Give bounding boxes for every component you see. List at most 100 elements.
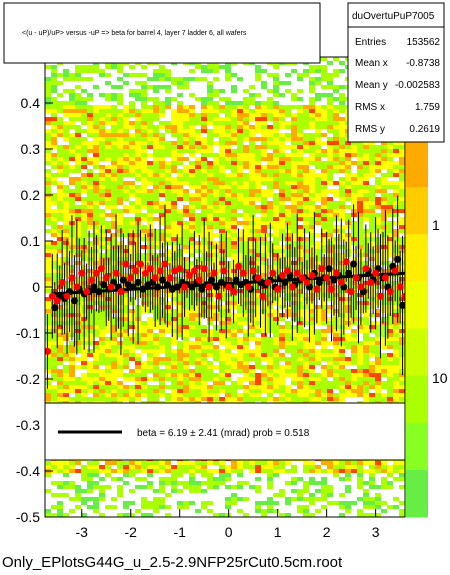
heatmap-cell <box>231 349 237 353</box>
heatmap-cell <box>75 73 81 77</box>
heatmap-cell <box>375 381 381 385</box>
heatmap-cell <box>285 229 291 233</box>
heatmap-cell <box>315 337 321 341</box>
heatmap-cell <box>159 173 165 177</box>
heatmap-cell <box>219 93 225 97</box>
heatmap-cell <box>63 121 69 125</box>
heatmap-cell <box>93 193 99 197</box>
heatmap-cell <box>195 113 201 117</box>
heatmap-cell <box>153 189 159 193</box>
heatmap-cell <box>75 213 81 217</box>
heatmap-cell <box>375 309 381 313</box>
heatmap-cell <box>105 257 111 261</box>
heatmap-cell <box>141 349 147 353</box>
heatmap-cell <box>213 157 219 161</box>
heatmap-cell <box>273 117 279 121</box>
heatmap-cell <box>123 357 129 361</box>
heatmap-cell <box>75 229 81 233</box>
heatmap-cell <box>273 309 279 313</box>
heatmap-cell <box>147 337 153 341</box>
heatmap-cell <box>267 357 273 361</box>
heatmap-cell <box>357 145 363 149</box>
heatmap-cell <box>393 373 399 377</box>
heatmap-cell <box>339 137 345 141</box>
heatmap-cell <box>213 169 219 173</box>
heatmap-cell <box>75 349 81 353</box>
heatmap-cell <box>321 349 327 353</box>
heatmap-cell <box>255 85 261 89</box>
heatmap-cell <box>153 217 159 221</box>
heatmap-cell <box>57 113 63 117</box>
heatmap-cell <box>219 253 225 257</box>
heatmap-cell <box>255 321 261 325</box>
heatmap-cell <box>87 65 93 69</box>
heatmap-cell <box>399 281 405 285</box>
heatmap-cell <box>285 301 291 305</box>
heatmap-cell <box>333 101 339 105</box>
heatmap-cell <box>315 81 321 85</box>
heatmap-cell <box>249 313 255 317</box>
heatmap-cell <box>219 89 225 93</box>
heatmap-cell <box>381 333 387 337</box>
heatmap-cell <box>285 245 291 249</box>
heatmap-cell <box>219 329 225 333</box>
heatmap-cell <box>57 369 63 373</box>
heatmap-cell <box>225 273 231 277</box>
heatmap-cell <box>45 225 51 229</box>
heatmap-cell <box>141 305 147 309</box>
heatmap-cell <box>261 113 267 117</box>
heatmap-cell <box>291 249 297 253</box>
heatmap-cell <box>375 329 381 333</box>
heatmap-cell <box>111 133 117 137</box>
heatmap-cell <box>297 125 303 129</box>
heatmap-cell <box>123 165 129 169</box>
heatmap-cell <box>123 101 129 105</box>
heatmap-cell <box>219 65 225 69</box>
heatmap-cell <box>123 389 129 393</box>
heatmap-cell <box>99 237 105 241</box>
heatmap-cell <box>225 205 231 209</box>
heatmap-cell <box>141 157 147 161</box>
heatmap-cell <box>51 125 57 129</box>
heatmap-cell <box>381 321 387 325</box>
heatmap-cell <box>333 93 339 97</box>
heatmap-cell <box>171 249 177 253</box>
heatmap-cell <box>183 105 189 109</box>
heatmap-cell <box>153 161 159 165</box>
heatmap-cell <box>153 297 159 301</box>
heatmap-cell <box>363 333 369 337</box>
heatmap-cell <box>309 209 315 213</box>
heatmap-cell <box>111 349 117 353</box>
heatmap-cell <box>381 285 387 289</box>
heatmap-cell <box>87 361 93 365</box>
heatmap-cell <box>369 181 375 185</box>
heatmap-cell <box>201 169 207 173</box>
heatmap-cell <box>99 249 105 253</box>
heatmap-cell <box>291 149 297 153</box>
heatmap-cell <box>231 133 237 137</box>
heatmap-cell <box>69 77 75 81</box>
heatmap-cell <box>285 325 291 329</box>
heatmap-cell <box>381 365 387 369</box>
heatmap-cell <box>291 329 297 333</box>
heatmap-cell <box>45 325 51 329</box>
heatmap-cell <box>117 181 123 185</box>
heatmap-cell <box>159 193 165 197</box>
heatmap-cell <box>81 73 87 77</box>
heatmap-cell <box>189 133 195 137</box>
heatmap-cell <box>351 145 357 149</box>
heatmap-cell <box>81 149 87 153</box>
heatmap-cell <box>357 301 363 305</box>
heatmap-cell <box>255 181 261 185</box>
heatmap-cell <box>345 325 351 329</box>
heatmap-cell <box>375 377 381 381</box>
heatmap-cell <box>381 385 387 389</box>
heatmap-cell <box>261 201 267 205</box>
heatmap-cell <box>165 333 171 337</box>
heatmap-cell <box>327 97 333 101</box>
heatmap-cell <box>141 129 147 133</box>
heatmap-cell <box>345 165 351 169</box>
heatmap-cell <box>285 201 291 205</box>
heatmap-cell <box>201 177 207 181</box>
heatmap-cell <box>237 101 243 105</box>
